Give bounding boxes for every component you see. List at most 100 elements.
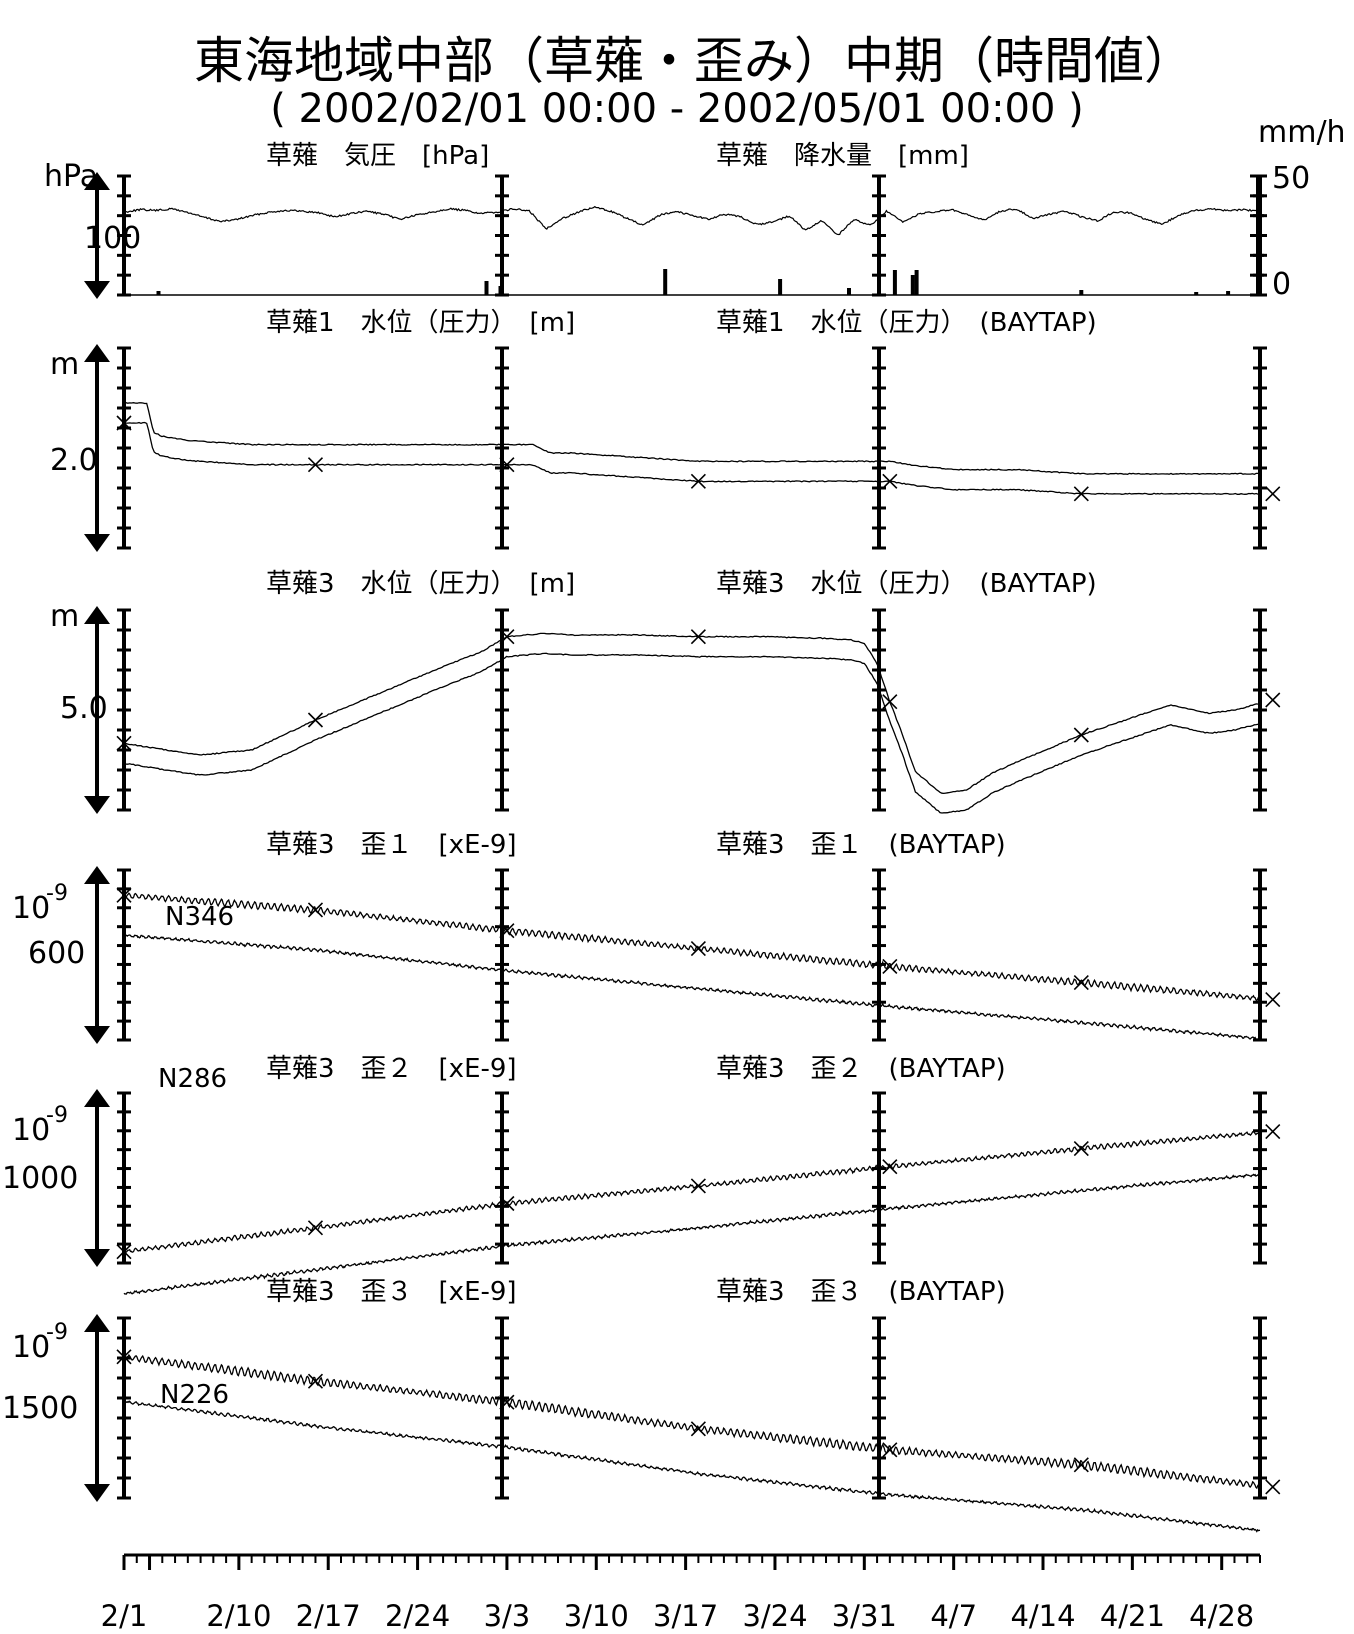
series-marker — [882, 473, 898, 489]
series-marker — [116, 1349, 132, 1365]
y-axis-label: 10 — [12, 891, 50, 926]
series-marker — [1073, 727, 1089, 743]
rain-bar — [778, 279, 783, 295]
panel-left-title: 草薙3 歪１ [xE-9] — [266, 830, 517, 860]
y-axis-label: hPa — [44, 159, 98, 194]
rain-bar — [892, 270, 897, 295]
x-tick-label: 4/7 — [930, 1599, 977, 1633]
y-axis-arrow-down — [84, 796, 110, 814]
panel-1: 草薙 気圧 [hPa] 草薙 降水量 [mm] hPa 100 mm/h 50 0 — [44, 115, 1346, 302]
series-marker — [882, 1159, 898, 1175]
y-axis-arrow-up — [84, 344, 110, 362]
raw-series-line — [123, 632, 1261, 795]
baytap-series-line — [123, 652, 1261, 814]
series-marker — [1073, 1140, 1089, 1157]
series-label: N346 — [165, 902, 234, 932]
series-marker — [307, 457, 324, 473]
rain-bar — [663, 269, 668, 295]
rain-bar — [1226, 291, 1231, 295]
x-axis: 2/1 2/10 2/17 2/24 3/3 3/10 3/17 3/24 3/31 4/7 4/1… — [101, 1553, 1261, 1633]
y-axis-label: m — [50, 599, 79, 634]
panel-right-title: 草薙1 水位（圧力） (BAYTAP) — [716, 308, 1097, 338]
y-axis-arrow-up — [84, 1314, 110, 1332]
panel-right-title: 草薙3 水位（圧力） (BAYTAP) — [716, 569, 1097, 599]
series-marker — [1265, 992, 1281, 1008]
rain-bar — [910, 275, 915, 295]
rain-bar — [484, 281, 489, 295]
x-tick-label: 2/1 — [101, 1599, 148, 1633]
rain-bar — [1079, 290, 1084, 295]
y-axis-arrow-down — [84, 1026, 110, 1044]
x-tick-label: 4/14 — [1010, 1599, 1075, 1633]
panel-left-title: 草薙3 歪３ [xE-9] — [266, 1277, 517, 1307]
baytap-series-line — [123, 934, 1261, 1040]
raw-series-line — [124, 421, 1261, 495]
series-marker — [1265, 1479, 1281, 1495]
y-axis-arrow-up — [84, 172, 110, 190]
y-axis-arrow-down — [84, 1484, 110, 1502]
y-axis-label: m — [50, 347, 79, 382]
rain-bar — [1194, 292, 1199, 295]
x-tick-label: 2/10 — [206, 1599, 271, 1633]
series-marker — [307, 1220, 324, 1236]
rain-bar — [847, 288, 851, 295]
series-label: N286 — [158, 1064, 227, 1094]
series-marker — [307, 712, 324, 728]
y-axis-arrow-down — [84, 1249, 110, 1267]
series-marker — [690, 473, 706, 489]
panel-6: 草薙3 歪３ [xE-9] 草薙3 歪３ (BAYTAP) 10-9 1500 N226 — [2, 1277, 1281, 1533]
panel-right-title: 草薙3 歪２ (BAYTAP) — [716, 1054, 1006, 1084]
series-marker — [499, 629, 515, 645]
chart-title: 東海地域中部（草薙・歪み）中期（時間値） — [194, 32, 1194, 90]
series-marker — [1073, 1457, 1089, 1473]
series-marker — [116, 735, 132, 751]
x-tick-label: 3/17 — [653, 1599, 718, 1633]
y-tick-label: 100 — [84, 221, 141, 256]
series-marker — [882, 958, 898, 975]
series-marker — [499, 457, 515, 473]
series-marker — [1265, 486, 1281, 502]
panel-left-title: 草薙3 水位（圧力） [m] — [266, 569, 575, 599]
series-marker — [690, 941, 706, 957]
y-tick-label: 5.0 — [60, 691, 108, 726]
series-marker — [690, 1178, 706, 1194]
chart-subtitle: ( 2002/02/01 00:00 - 2002/05/01 00:00 ) — [270, 86, 1084, 132]
right-y-axis-label: mm/h — [1258, 115, 1346, 150]
y-axis-arrow-up — [84, 606, 110, 624]
chart-panels: 草薙 気圧 [hPa] 草薙 降水量 [mm] hPa 100 mm/h 50 0 草薙1 水… — [2, 115, 1346, 1533]
x-tick-label: 3/3 — [484, 1599, 531, 1633]
series-marker — [690, 629, 706, 645]
x-tick-label: 3/10 — [564, 1599, 629, 1633]
pressure-series-line — [123, 205, 1261, 236]
x-tick-label: 3/24 — [742, 1599, 807, 1633]
series-marker — [690, 1421, 706, 1437]
panel-left-title: 草薙1 水位（圧力） [m] — [266, 308, 575, 338]
y-tick-label: 1500 — [2, 1391, 78, 1426]
rain-bar — [498, 286, 503, 295]
baytap-series-line — [123, 1173, 1261, 1295]
series-marker — [1265, 692, 1281, 708]
y-axis-arrow-up — [84, 1089, 110, 1107]
y-axis-label: 10 — [12, 1330, 50, 1365]
panel-left-title: 草薙3 歪２ [xE-9] — [266, 1054, 517, 1084]
y-axis-arrow-down — [84, 281, 110, 299]
panel-5: 草薙3 歪２ [xE-9] 草薙3 歪２ (BAYTAP) 10-9 1000 N286 — [2, 1054, 1281, 1295]
series-marker — [116, 415, 132, 431]
y-tick-label: 2.0 — [50, 443, 98, 478]
x-tick-label: 4/28 — [1189, 1599, 1254, 1633]
series-marker — [307, 1373, 324, 1389]
panel-right-title: 草薙 降水量 [mm] — [716, 141, 969, 171]
series-marker — [1265, 1123, 1281, 1140]
x-tick-label: 4/21 — [1100, 1599, 1165, 1633]
y-tick-label: 600 — [28, 936, 85, 971]
baytap-series-line — [124, 402, 1261, 475]
x-tick-label: 2/17 — [296, 1599, 361, 1633]
series-marker — [116, 887, 132, 903]
baytap-series-line — [123, 1400, 1261, 1533]
rain-bar — [914, 270, 919, 295]
right-y-tick-label: 50 — [1272, 161, 1310, 196]
series-label: N226 — [160, 1380, 229, 1410]
series-marker — [1073, 486, 1089, 502]
series-marker — [499, 1195, 515, 1212]
